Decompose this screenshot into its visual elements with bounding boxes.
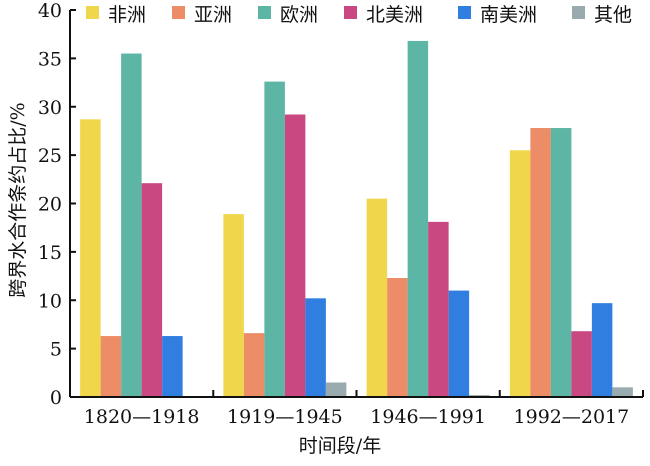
x-tick-label: 1919—1945: [227, 406, 343, 428]
bar-南美洲-1820—1918: [162, 336, 183, 397]
legend-label: 北美洲: [366, 4, 423, 26]
bar-其他-1919—1945: [325, 382, 347, 397]
x-tick-label: 1946—1991: [370, 406, 486, 428]
bar-非洲-1946—1991: [366, 198, 388, 397]
y-tick-label: 35: [38, 48, 62, 70]
x-axis-title: 时间段/年: [299, 435, 381, 457]
bar-欧洲-1820—1918: [121, 53, 142, 397]
bar-欧洲-1992—2017: [550, 128, 572, 397]
legend-swatch: [86, 6, 99, 19]
legend-swatch: [572, 6, 585, 19]
y-tick-label: 10: [38, 290, 62, 312]
bar-南美洲-1919—1945: [305, 298, 326, 397]
bar-非洲-1992—2017: [509, 150, 531, 397]
bar-北美洲-1946—1991: [428, 221, 449, 397]
bars: [80, 40, 633, 398]
y-tick-label: 20: [38, 194, 62, 216]
x-tick-label: 1992—2017: [514, 406, 630, 428]
bar-欧洲-1946—1991: [407, 40, 429, 398]
legend-label: 非洲: [108, 4, 146, 26]
bar-亚洲-1946—1991: [387, 277, 408, 397]
bar-非洲-1820—1918: [80, 119, 101, 397]
bar-南美洲-1992—2017: [591, 303, 613, 397]
legend-swatch: [344, 6, 357, 19]
legend: 非洲 亚洲 欧洲 北美洲 南美洲 其他: [86, 4, 632, 26]
bar-亚洲-1992—2017: [530, 128, 551, 397]
y-tick-label: 40: [38, 0, 62, 22]
legend-swatch: [458, 6, 471, 19]
legend-label: 亚洲: [194, 4, 232, 26]
legend-swatch: [258, 6, 271, 19]
bar-亚洲-1820—1918: [100, 336, 122, 397]
bar-其他-1992—2017: [612, 387, 633, 397]
bar-亚洲-1919—1945: [243, 333, 265, 397]
bar-非洲-1919—1945: [223, 214, 244, 397]
legend-label: 欧洲: [280, 4, 318, 26]
legend-swatch: [172, 6, 185, 19]
bar-北美洲-1820—1918: [141, 183, 163, 397]
y-tick-label: 0: [50, 387, 62, 409]
y-axis-title: 跨界水合作条约占比/%: [7, 102, 29, 297]
y-tick-label: 15: [38, 242, 62, 264]
y-tick-label: 30: [38, 97, 62, 119]
bar-南美洲-1946—1991: [448, 290, 470, 397]
legend-label: 南美洲: [480, 4, 537, 26]
y-tick-label: 25: [38, 145, 62, 167]
y-tick-label: 5: [50, 339, 62, 361]
axes: 0 5 10 15 20 25 30 35 40 1820—1918 1919—1945 1946—1…: [38, 0, 644, 428]
x-tick-label: 1820—1918: [84, 406, 200, 428]
bar-欧洲-1919—1945: [264, 81, 285, 397]
bar-北美洲-1919—1945: [284, 114, 306, 398]
bar-北美洲-1992—2017: [571, 331, 592, 397]
legend-label: 其他: [594, 4, 632, 26]
